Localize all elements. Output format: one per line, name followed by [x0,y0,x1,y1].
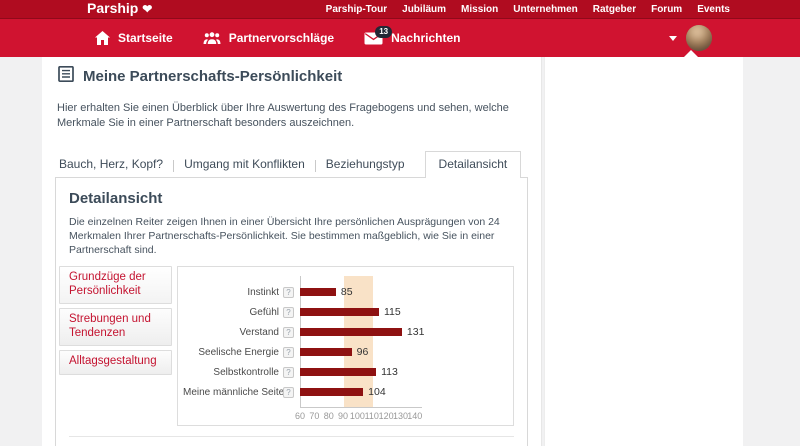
chart-plot-cell: 96 [300,342,513,362]
document-icon [58,65,74,87]
page-title: Meine Partnerschafts-Persönlichkeit [83,68,343,85]
right-card [544,50,743,446]
chart-bar-value: 113 [381,366,398,378]
help-icon[interactable]: ? [283,386,294,398]
nav-partnervorschlaege[interactable]: Partnervorschläge [203,31,334,45]
x-axis-tick-label: 140 [407,411,423,421]
chart-row: Meine männliche Seite? 104 [178,382,513,402]
tab-separator [314,160,316,172]
content-area: Meine Partnerschafts-Persönlichkeit Hier… [0,50,800,446]
detail-panel: Detailansicht Die einzelnen Reiter zeige… [55,177,528,446]
chart-row: Gefühl? 115 [178,302,513,322]
help-icon[interactable]: ? [283,286,294,298]
side-tab-strebungen[interactable]: Strebungen und Tendenzen [59,308,172,346]
top-menu-ratgeber[interactable]: Ratgeber [592,3,637,15]
dropdown-notch [683,50,699,58]
heart-icon: ❤ [142,2,153,16]
chart-row: Verstand? 131 [178,322,513,342]
tab-umgang-mit-konflikten[interactable]: Umgang mit Konflikten [184,157,305,171]
chart-rows: Instinkt? 85 Gefühl? 115 Verstand? 131 Seelisc… [178,282,513,402]
help-icon[interactable]: ? [283,346,294,358]
chart-plot-frame [300,276,422,408]
chart-category-label: Gefühl [249,306,279,318]
top-bar: Parship ❤ Parship-Tour Jubiläum Mission … [0,0,800,19]
top-menu: Parship-Tour Jubiläum Mission Unternehme… [326,4,730,15]
parship-logo[interactable]: Parship ❤ [87,0,153,16]
chart-reference-band [344,276,373,407]
x-axis-tick-label: 90 [338,411,349,421]
avatar[interactable] [686,25,712,51]
top-menu-unternehmen[interactable]: Unternehmen [513,3,578,15]
top-menu-forum[interactable]: Forum [651,3,683,15]
envelope-icon: 13 [364,25,393,45]
chart-bar [300,368,377,376]
avatar-image [686,25,712,51]
top-menu-jubilaeum[interactable]: Jubiläum [402,3,447,15]
personality-bar-chart: Instinkt? 85 Gefühl? 115 Verstand? 131 Seelisc… [177,266,514,426]
tab-separator [173,160,175,172]
main-nav: Startseite Partnervorschläge 13 Nachrich… [0,19,800,57]
x-axis-tick-label: 110 [364,411,379,421]
chart-bar-value: 131 [406,326,425,338]
nav-startseite[interactable]: Startseite [95,31,173,45]
page-head: Meine Partnerschafts-Persönlichkeit [58,65,527,87]
top-menu-mission[interactable]: Mission [461,3,499,15]
main-card: Meine Partnerschafts-Persönlichkeit Hier… [42,57,542,446]
panel-divider [69,436,514,437]
chart-bar-value: 115 [383,306,401,318]
chart-bar [300,288,336,296]
chart-bar-value: 104 [368,386,386,398]
chart-plot-cell: 113 [300,362,513,382]
chart-bar [300,308,379,316]
chart-bar [300,328,402,336]
home-icon [95,31,110,45]
panel-description: Die einzelnen Reiter zeigen Ihnen in ein… [69,216,500,256]
chart-category-label: Instinkt [247,286,279,298]
x-axis-tick-label: 100 [349,411,365,421]
panel-content-row: Grundzüge der Persönlichkeit Strebungen … [59,266,514,426]
chart-plot-cell: 85 [300,282,513,302]
x-axis-tick-label: 120 [378,411,394,421]
category-side-tabs: Grundzüge der Persönlichkeit Strebungen … [59,266,172,426]
chart-plot-cell: 131 [300,322,513,342]
chart-category-label: Selbstkontrolle [213,366,279,378]
tab-bauch-herz-kopf[interactable]: Bauch, Herz, Kopf? [59,157,164,171]
chart-category-label: Meine männliche Seite [183,386,285,398]
help-icon[interactable]: ? [283,306,294,318]
chart-row: Seelische Energie? 96 [178,342,513,362]
tab-bar: Bauch, Herz, Kopf? Umgang mit Konflikten… [55,151,541,178]
chart-row: Selbstkontrolle? 113 [178,362,513,382]
tab-beziehungstyp[interactable]: Beziehungstyp [325,157,405,171]
top-menu-events[interactable]: Events [697,3,730,15]
top-menu-parship-tour[interactable]: Parship-Tour [325,3,388,15]
chart-bar-value: 96 [356,346,369,358]
chart-plot-cell: 115 [300,302,513,322]
chart-category-label: Seelische Energie [198,346,279,358]
chart-bar-value: 85 [340,286,353,298]
people-icon [203,31,221,45]
side-tab-grundzuege[interactable]: Grundzüge der Persönlichkeit [59,266,172,304]
x-axis-tick-label: 70 [309,411,320,421]
profile-area [669,25,712,51]
chart-bar [300,388,364,396]
chart-plot-cell: 104 [300,382,513,402]
x-axis-tick-label: 80 [323,411,334,421]
chart-bar [300,348,352,356]
page-intro: Hier erhalten Sie einen Überblick über I… [57,102,509,129]
chart-category-label: Verstand [239,326,279,338]
side-tab-alltagsgestaltung[interactable]: Alltagsgestaltung [59,350,172,375]
x-axis-tick-label: 60 [294,411,306,421]
help-icon[interactable]: ? [283,326,294,338]
help-icon[interactable]: ? [283,366,294,378]
chart-row: Instinkt? 85 [178,282,513,302]
chevron-down-icon[interactable] [669,35,677,41]
x-axis-tick-label: 130 [392,411,408,421]
chart-x-axis-ticks: 60 70 80 90 100 110 120 130 140 [295,411,423,423]
nav-nachrichten[interactable]: 13 Nachrichten [364,25,460,45]
tab-detailansicht[interactable]: Detailansicht [424,151,522,178]
panel-title: Detailansicht [69,190,163,207]
unread-count-badge: 13 [375,25,393,38]
